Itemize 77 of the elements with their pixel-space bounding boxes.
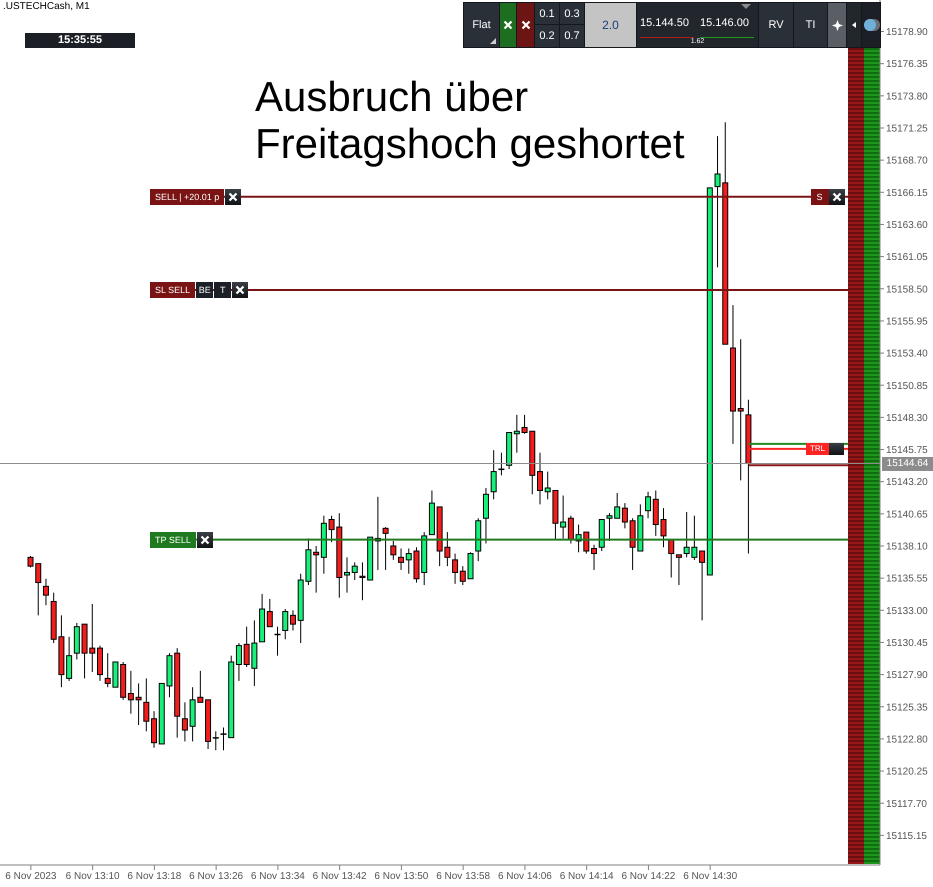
y-tick-label: 15173.80 (886, 91, 928, 102)
ref-line-label: 15144.64 (882, 456, 933, 471)
candlestick (490, 450, 497, 500)
ref-line-label: TRL (806, 442, 830, 455)
y-tick-label: 15140.65 (886, 509, 928, 520)
candlestick (398, 548, 404, 570)
candlestick (274, 626, 281, 656)
ref-line-label: SELL | +20.01 p (150, 188, 224, 205)
annotation: 15.144.50 (640, 17, 689, 29)
y-tick-label: 15150.85 (886, 380, 928, 392)
y-tick-label: 15176.35 (886, 59, 928, 70)
x-tick-label: 6 Nov 13:10 (66, 871, 120, 882)
x-tick-label: 6 Nov 14:30 (683, 871, 738, 882)
annotation: S (810, 188, 829, 205)
y-tick-label: 15171.25 (886, 124, 928, 135)
candlestick (42, 578, 49, 606)
candlestick (444, 532, 450, 567)
y-tick-label: 15158.50 (886, 284, 928, 296)
y-tick-label: 15155.95 (886, 316, 928, 328)
y-tick-label: 15161.05 (886, 252, 928, 264)
x-tick-label: 6 Nov 13:26 (189, 871, 244, 882)
ref-line-label: TP SELL (150, 532, 196, 548)
y-tick-label: 15122.80 (886, 734, 928, 746)
x-tick-label: 6 Nov 13:50 (374, 871, 429, 882)
y-tick-label: 15120.25 (886, 766, 928, 778)
x-tick-label: 6 Nov 13:58 (436, 871, 491, 882)
y-tick-label: 15145.75 (886, 445, 928, 456)
chart-title: .USTECHCash, M1 (3, 1, 90, 12)
button: 0.1 (534, 2, 560, 25)
input-field: 2.0 (584, 2, 637, 48)
y-tick-label: 15115.15 (886, 830, 928, 842)
candlestick (382, 526, 389, 570)
button: TI (793, 2, 828, 48)
y-tick-label: 15163.60 (886, 220, 928, 231)
candlestick (676, 554, 682, 586)
y-tick-label: 15125.35 (886, 702, 928, 714)
y-tick-label: 15168.70 (886, 156, 928, 167)
y-tick-label: 15138.10 (886, 542, 928, 553)
y-tick-label: 15153.40 (886, 348, 928, 360)
candlestick (498, 452, 504, 476)
x-tick-label: 6 Nov 14:14 (560, 871, 614, 882)
button: BE (196, 282, 214, 298)
button: 0.7 (559, 24, 585, 48)
y-tick-label: 15143.20 (886, 477, 928, 488)
x-tick-label: 6 Nov 2023 (5, 871, 57, 882)
y-tick-label: 15130.45 (886, 638, 928, 649)
candlestick (482, 487, 489, 544)
button: 0.2 (534, 24, 560, 48)
candlestick (212, 730, 219, 751)
y-tick-label: 15135.55 (886, 574, 928, 585)
x-tick-label: 6 Nov 14:06 (498, 871, 552, 882)
ref-line-label: SL SELL (150, 282, 196, 298)
button: T (214, 282, 232, 298)
x-tick-label: 6 Nov 13:42 (312, 871, 368, 882)
candlestick (668, 539, 674, 578)
candlestick (390, 540, 396, 560)
button: Flat (463, 2, 500, 48)
y-tick-label: 15148.30 (886, 412, 928, 424)
x-tick-label: 6 Nov 13:34 (250, 871, 306, 882)
y-tick-label: 15178.90 (886, 27, 928, 38)
y-tick-label: 15117.70 (886, 798, 928, 810)
candlestick (452, 553, 458, 584)
y-tick-label: 15127.90 (886, 670, 928, 682)
candlestick (104, 652, 111, 688)
clock-box: 15:35:55 (25, 33, 135, 48)
button: 0.3 (559, 2, 585, 25)
y-tick-label: 15166.15 (886, 188, 928, 199)
y-tick-label: 15133.00 (886, 606, 928, 617)
candlestick (684, 511, 690, 558)
x-tick-label: 6 Nov 13:18 (127, 871, 182, 882)
annotation: Ausbruch über Freitagshoch geshortet (255, 73, 686, 167)
candlestick (266, 598, 273, 628)
candlestick (645, 491, 652, 519)
candlestick (714, 136, 721, 268)
button: RV (758, 2, 794, 48)
x-tick-label: 6 Nov 14:22 (621, 871, 676, 882)
annotation: 15.146.00 (700, 17, 749, 29)
